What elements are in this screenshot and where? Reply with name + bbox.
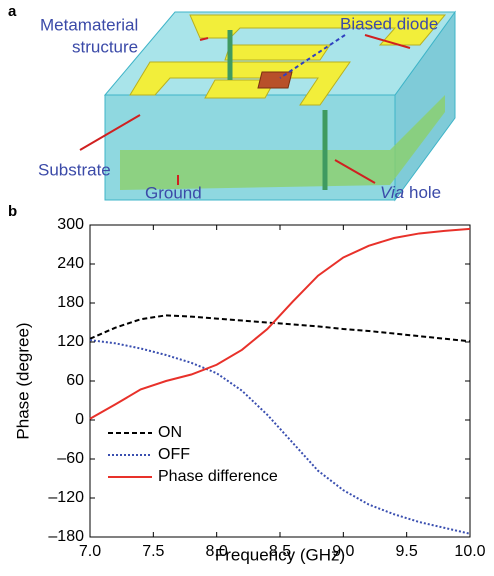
y-tick-label: 0 <box>75 411 84 428</box>
y-tick-label: –60 <box>57 450 84 467</box>
y-axis-label: Phase (degree) <box>13 322 32 439</box>
annotation-italic: Via <box>380 183 404 202</box>
x-tick-label: 10.0 <box>454 543 485 560</box>
y-tick-label: 180 <box>57 294 84 311</box>
legend-label: ON <box>158 424 182 441</box>
panel-label: a <box>8 3 17 20</box>
series-line <box>89 314 471 343</box>
x-tick-label: 8.0 <box>206 543 228 560</box>
annotation: Substrate <box>38 160 111 179</box>
panel-label: b <box>8 203 17 220</box>
legend-label: OFF <box>158 446 190 463</box>
annotation-rest: hole <box>409 183 441 202</box>
annotation: Metamaterial <box>40 15 138 34</box>
x-tick-label: 7.0 <box>79 543 101 560</box>
y-tick-label: 300 <box>57 216 84 233</box>
x-tick-label: 7.5 <box>142 543 164 560</box>
series-line <box>89 339 471 535</box>
annotation: Ground <box>145 183 202 202</box>
y-tick-label: 240 <box>57 255 84 272</box>
device-diagram <box>79 10 456 202</box>
plot-frame <box>89 224 471 538</box>
x-tick-label: 9.5 <box>396 543 418 560</box>
x-tick-label: 8.5 <box>269 543 291 560</box>
y-tick-label: –120 <box>48 489 84 506</box>
x-axis-label: Frequency (GHz) <box>215 545 345 564</box>
y-tick-label: –180 <box>48 528 84 545</box>
series-line <box>89 227 471 420</box>
annotation: Biased diode <box>340 14 438 33</box>
annotation: Via hole <box>380 183 441 202</box>
y-tick-label: 60 <box>66 372 84 389</box>
y-tick-label: 120 <box>57 333 84 350</box>
x-tick-label: 9.0 <box>332 543 354 560</box>
legend-label: Phase difference <box>158 468 278 485</box>
annotation: structure <box>72 37 138 56</box>
